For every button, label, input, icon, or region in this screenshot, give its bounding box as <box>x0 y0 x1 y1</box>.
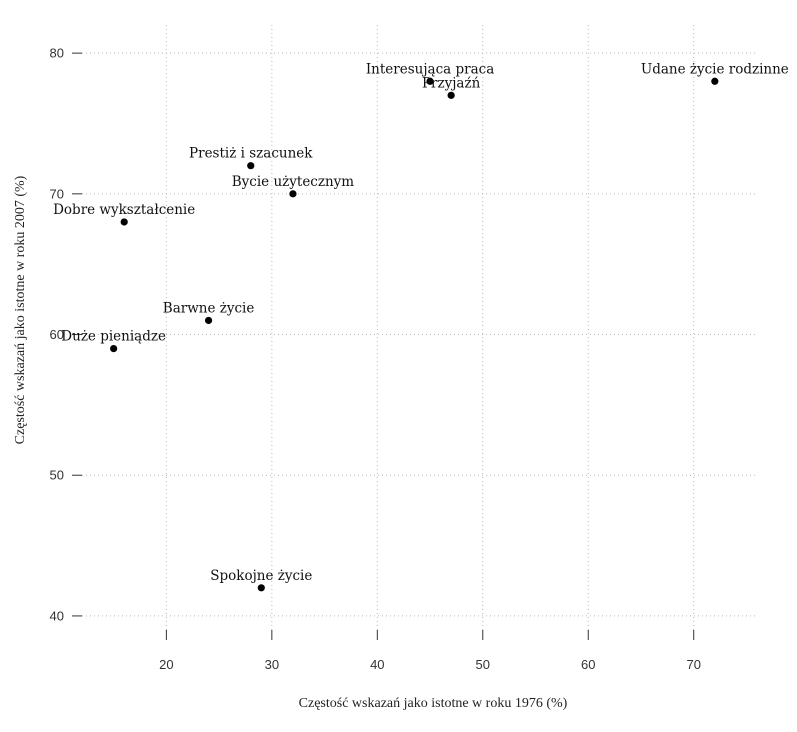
point-label: Przyjaźń <box>422 75 481 91</box>
y-tick-label: 80 <box>50 46 64 61</box>
point-label: Spokojne życie <box>210 568 312 584</box>
y-tick-label: 60 <box>50 327 64 342</box>
point-label: Bycie użytecznym <box>232 174 355 190</box>
x-axis-label: Częstość wskazań jako istotne w roku 197… <box>299 696 568 711</box>
x-tick-label: 60 <box>581 657 595 672</box>
data-point <box>110 345 118 353</box>
y-axis: 40 50 60 70 80 <box>50 46 82 623</box>
x-axis: 20 30 40 50 60 70 <box>159 630 701 672</box>
x-tick-label: 30 <box>265 657 279 672</box>
x-tick-label: 20 <box>159 657 173 672</box>
gridlines <box>82 25 757 630</box>
x-tick-label: 40 <box>370 657 384 672</box>
data-point <box>447 91 455 99</box>
point-label: Interesująca praca <box>366 61 494 77</box>
y-tick-label: 50 <box>50 468 64 483</box>
point-label: Dobre wykształcenie <box>53 202 195 218</box>
data-point <box>711 77 719 85</box>
point-label: Prestiż i szacunek <box>189 146 313 162</box>
data-point <box>289 190 297 198</box>
point-label: Barwne życie <box>163 300 255 316</box>
x-tick-label: 70 <box>686 657 700 672</box>
y-tick-label: 70 <box>50 186 64 201</box>
data-point <box>257 584 265 592</box>
x-tick-label: 50 <box>476 657 490 672</box>
data-point <box>120 218 128 226</box>
y-axis-label: Częstość wskazań jako istotne w roku 200… <box>13 175 28 444</box>
data-point <box>247 162 255 170</box>
point-label: Udane życie rodzinne <box>641 61 789 77</box>
data-point <box>204 316 213 325</box>
y-tick-label: 40 <box>50 608 64 623</box>
data-point <box>426 77 434 85</box>
point-label: Duże pieniądze <box>61 329 166 345</box>
